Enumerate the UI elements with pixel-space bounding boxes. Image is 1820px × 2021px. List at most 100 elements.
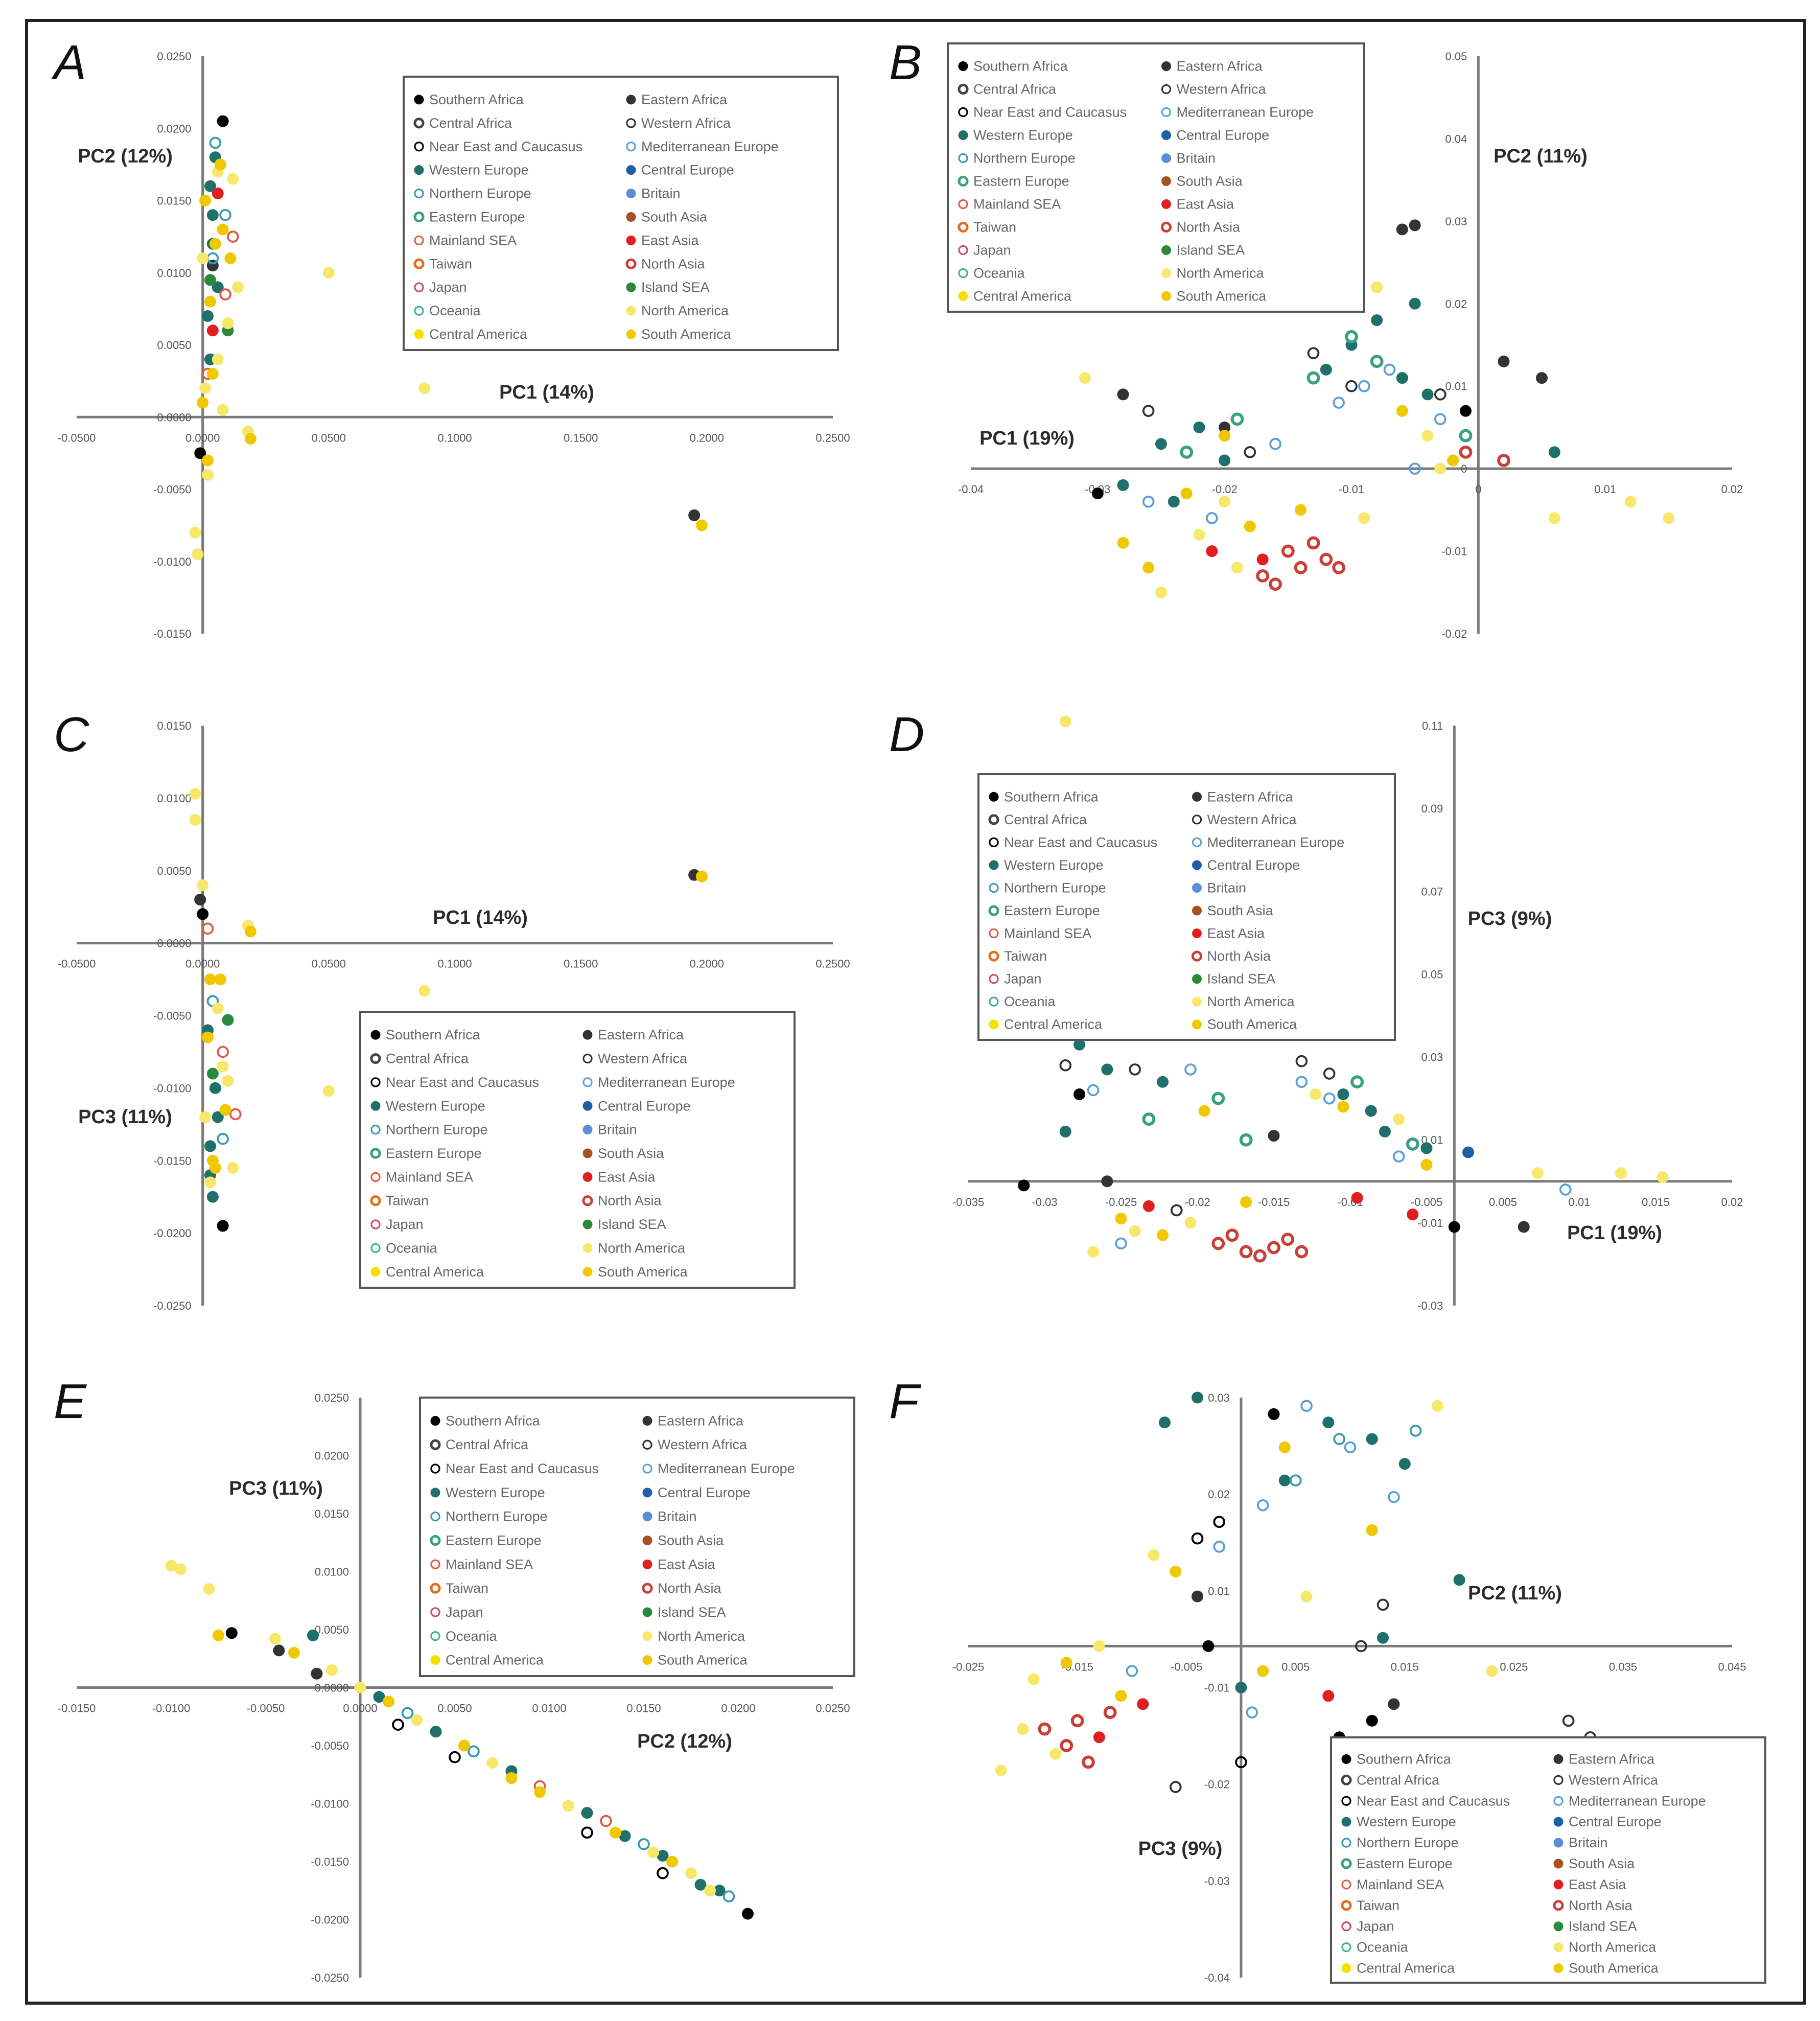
data-point xyxy=(1028,1673,1040,1685)
y-tick-label: -0.01 xyxy=(1204,1682,1230,1694)
data-point xyxy=(657,1867,669,1879)
legend-marker xyxy=(1553,1963,1564,1973)
legend-box xyxy=(419,1397,855,1677)
data-point xyxy=(1351,1192,1363,1204)
y-axis-label: PC3 (9%) xyxy=(1468,908,1552,930)
legend-marker xyxy=(988,950,999,962)
data-point xyxy=(694,1878,707,1891)
legend: Southern Africa Eastern Africa Central Afr… xyxy=(977,773,1396,1041)
legend-marker xyxy=(1553,1775,1564,1785)
x-tick-label: -0.035 xyxy=(952,1196,984,1209)
legend-marker xyxy=(430,1607,440,1617)
data-point xyxy=(468,1745,480,1758)
legend-marker xyxy=(642,1439,652,1450)
x-tick-label: 0.015 xyxy=(1642,1196,1670,1209)
data-point xyxy=(1087,1246,1100,1258)
y-tick-label: -0.01 xyxy=(1441,545,1467,558)
y-tick-label: 0.03 xyxy=(1445,215,1467,228)
x-tick-label: -0.015 xyxy=(1258,1196,1290,1209)
data-point xyxy=(1295,1245,1309,1259)
legend-marker xyxy=(1160,221,1172,233)
data-point xyxy=(1126,1665,1138,1677)
legend-marker xyxy=(430,1559,440,1569)
y-tick-label: -0.0050 xyxy=(153,483,192,496)
y-tick-label: -0.0100 xyxy=(153,1082,192,1095)
data-point xyxy=(203,1583,215,1595)
data-point xyxy=(1358,512,1370,524)
data-point xyxy=(1497,454,1510,467)
data-point xyxy=(354,1682,366,1693)
data-point xyxy=(1193,421,1205,433)
data-point xyxy=(1421,388,1434,401)
x-tick-label: 0.01 xyxy=(1594,483,1616,496)
y-axis-label: PC3 (11%) xyxy=(78,1106,172,1128)
data-point xyxy=(204,295,216,308)
legend-label: Near East and Caucasus xyxy=(973,105,1127,120)
data-point xyxy=(1337,1101,1349,1113)
x-tick-label: -0.03 xyxy=(1032,1196,1057,1209)
y-tick-label: 0.0050 xyxy=(157,339,191,352)
data-point xyxy=(1323,1092,1336,1105)
data-point xyxy=(1157,1076,1169,1088)
data-point xyxy=(1059,715,1071,728)
legend-label: South America xyxy=(1207,1017,1298,1032)
data-point xyxy=(311,1667,323,1680)
data-point xyxy=(212,1002,224,1014)
legend-marker xyxy=(370,1172,381,1182)
data-point xyxy=(1370,355,1384,368)
y-tick-label: -0.02 xyxy=(1204,1778,1230,1791)
legend-marker xyxy=(430,1583,441,1594)
y-tick-label: 0.0150 xyxy=(315,1507,349,1520)
data-point xyxy=(688,509,701,521)
legend-box xyxy=(977,773,1396,1041)
data-point xyxy=(1278,1441,1291,1453)
data-point xyxy=(1129,1225,1141,1237)
legend-label: North Asia xyxy=(1207,948,1272,964)
legend-marker xyxy=(958,221,969,233)
legend-label: Japan xyxy=(973,243,1011,258)
data-point xyxy=(1239,1133,1253,1147)
y-tick-label: -0.0100 xyxy=(153,555,192,568)
legend-label: Central Africa xyxy=(446,1437,529,1452)
y-tick-label: 0.01 xyxy=(1445,380,1467,393)
y-tick-label: 0.0200 xyxy=(157,122,191,135)
legend-marker xyxy=(1341,1774,1352,1785)
legend-box xyxy=(947,42,1365,313)
legend-label: Mediterranean Europe xyxy=(1177,105,1314,120)
data-point xyxy=(1225,1228,1239,1242)
data-point xyxy=(1184,1217,1197,1229)
y-tick-label: -0.0250 xyxy=(153,1299,192,1312)
legend-marker xyxy=(430,1535,441,1546)
panel-letter: D xyxy=(889,707,924,762)
legend-label: Eastern Europe xyxy=(1357,1856,1453,1871)
data-point xyxy=(1192,1590,1203,1602)
legend-marker xyxy=(582,1077,593,1087)
legend-marker xyxy=(413,118,425,129)
legend-marker xyxy=(1553,1838,1564,1848)
data-point xyxy=(1235,1682,1247,1693)
legend-label: Western Europe xyxy=(429,162,529,178)
data-point xyxy=(1244,446,1256,458)
data-point xyxy=(1115,1213,1127,1225)
scatter-points xyxy=(1018,715,1669,1263)
data-point xyxy=(1253,1249,1267,1263)
y-tick-label: 0.03 xyxy=(1208,1391,1230,1404)
y-tick-label: -0.0050 xyxy=(153,1010,192,1023)
y-tick-label: -0.03 xyxy=(1417,1299,1443,1312)
data-point xyxy=(581,1826,593,1839)
data-point xyxy=(1115,1237,1127,1250)
data-point xyxy=(1462,1146,1475,1158)
data-point xyxy=(1191,1532,1204,1545)
legend-label: Near East and Caucasus xyxy=(429,139,582,154)
x-tick-label: -0.02 xyxy=(1212,483,1238,496)
data-point xyxy=(1448,1221,1460,1233)
y-tick-label: 0.03 xyxy=(1421,1051,1443,1064)
legend-marker xyxy=(413,258,425,269)
legend-label: East Asia xyxy=(641,233,699,248)
y-tick-label: -0.0200 xyxy=(153,1227,192,1240)
legend-label: Northern Europe xyxy=(973,151,1076,166)
data-point xyxy=(1142,495,1155,508)
legend-marker xyxy=(989,837,999,848)
data-point xyxy=(1267,1241,1280,1255)
